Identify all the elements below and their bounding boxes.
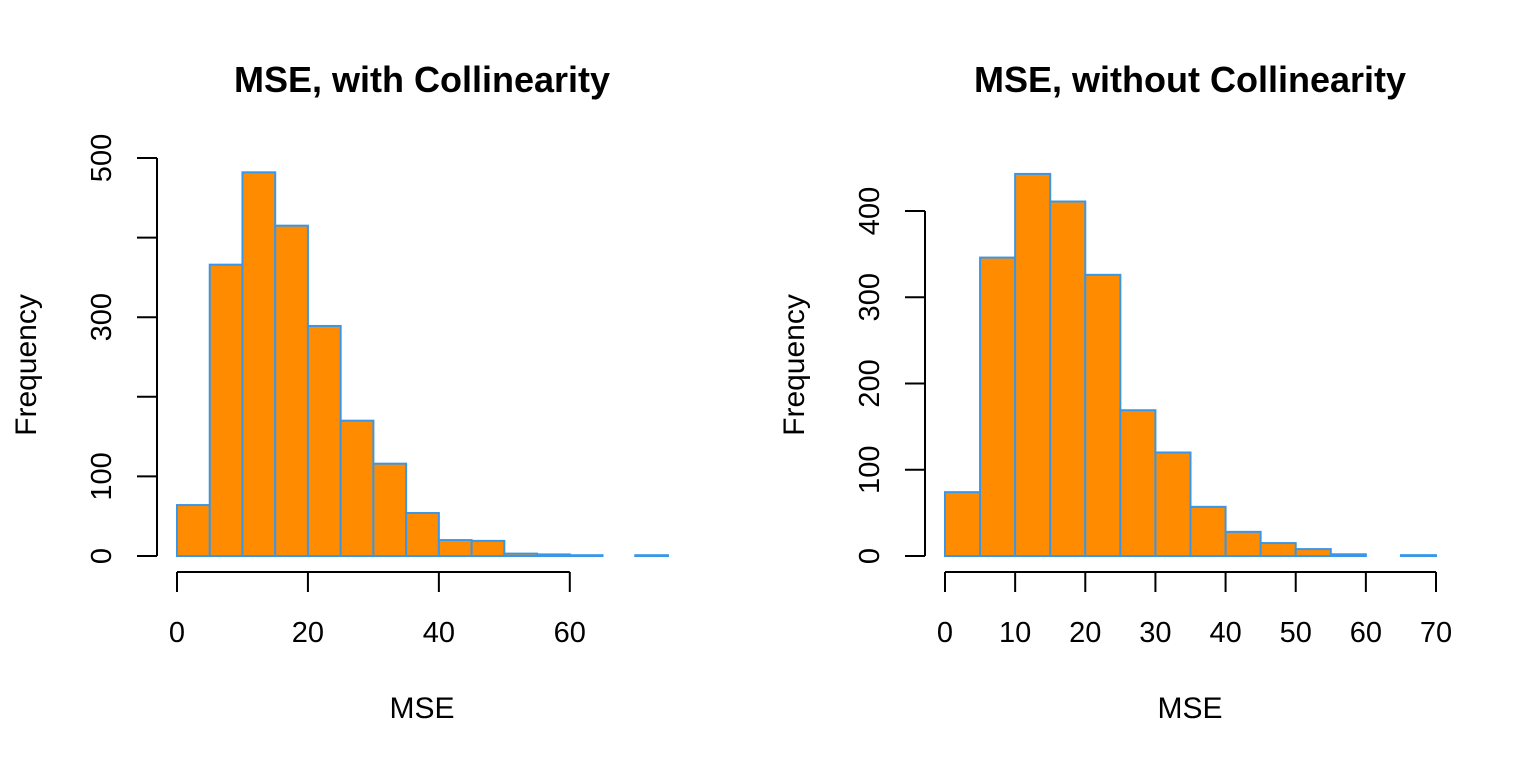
- histogram-bar: [274, 224, 309, 557]
- y-tick-label: 300: [854, 273, 886, 321]
- bars: [944, 172, 1438, 558]
- panel-with-collinearity: MSE, with Collinearity MSE Frequency 0 10…: [10, 59, 669, 725]
- x-tick-label: 0: [169, 617, 185, 649]
- x-tick-label: 20: [1069, 617, 1101, 649]
- histogram-bar: [1084, 273, 1122, 557]
- histogram-bar: [1049, 200, 1087, 557]
- y-axis-label: Frequency: [778, 294, 811, 436]
- x-tick-label: 20: [292, 617, 324, 649]
- y-tick-label: 500: [86, 134, 118, 182]
- histogram-bar: [1224, 530, 1262, 557]
- histogram-bar: [1399, 554, 1438, 558]
- histogram-bar: [372, 462, 408, 557]
- histogram-bar: [470, 539, 506, 557]
- histogram-bar: [241, 171, 277, 557]
- histogram-bar: [339, 419, 375, 557]
- histogram-bar: [1119, 409, 1157, 557]
- axes: 0 100 300 500 0 20 40 60: [86, 134, 586, 649]
- chart-title: MSE, with Collinearity: [234, 59, 610, 100]
- histogram-bar: [979, 256, 1017, 557]
- axes: 0 100 200 300 400 0 10 20 30 40 50 60 70: [854, 187, 1452, 649]
- y-tick-label: 300: [86, 293, 118, 341]
- histogram-bar: [503, 552, 539, 557]
- histogram-bar: [536, 553, 571, 558]
- histogram-bar: [1189, 505, 1227, 557]
- histogram-bar: [1259, 542, 1297, 557]
- histogram-bar: [634, 554, 669, 557]
- chart-title: MSE, without Collinearity: [974, 59, 1406, 100]
- y-tick-label: 0: [854, 548, 886, 564]
- histogram-bar: [1014, 172, 1052, 557]
- y-tick-label: 200: [854, 359, 886, 407]
- x-tick-label: 10: [999, 617, 1031, 649]
- x-tick-label: 70: [1420, 617, 1452, 649]
- x-tick-label: 40: [1209, 617, 1241, 649]
- y-tick-label: 0: [86, 548, 118, 564]
- x-tick-label: 0: [937, 617, 953, 649]
- x-tick-label: 40: [423, 617, 455, 649]
- histogram-bar: [1154, 451, 1192, 557]
- x-axis-label: MSE: [389, 692, 454, 725]
- x-tick-label: 60: [1350, 617, 1382, 649]
- bars: [176, 171, 669, 558]
- x-tick-label: 60: [554, 617, 586, 649]
- histogram-bar: [405, 512, 440, 557]
- histogram-bar: [944, 491, 982, 557]
- y-axis-label: Frequency: [10, 294, 43, 436]
- histogram-bar: [208, 263, 244, 557]
- x-tick-label: 50: [1280, 617, 1312, 649]
- x-tick-label: 30: [1139, 617, 1171, 649]
- histogram-bar: [176, 504, 211, 557]
- panel-without-collinearity: MSE, without Collinearity MSE Frequency …: [778, 59, 1452, 725]
- y-tick-label: 100: [86, 452, 118, 500]
- histogram-bar: [1329, 553, 1367, 558]
- histogram-bar: [1294, 548, 1332, 557]
- y-tick-label: 400: [854, 187, 886, 235]
- histogram-bar: [437, 539, 473, 558]
- x-axis-label: MSE: [1157, 692, 1222, 725]
- histogram-bar: [306, 324, 342, 557]
- y-tick-label: 100: [854, 446, 886, 494]
- histogram-bar: [568, 554, 604, 557]
